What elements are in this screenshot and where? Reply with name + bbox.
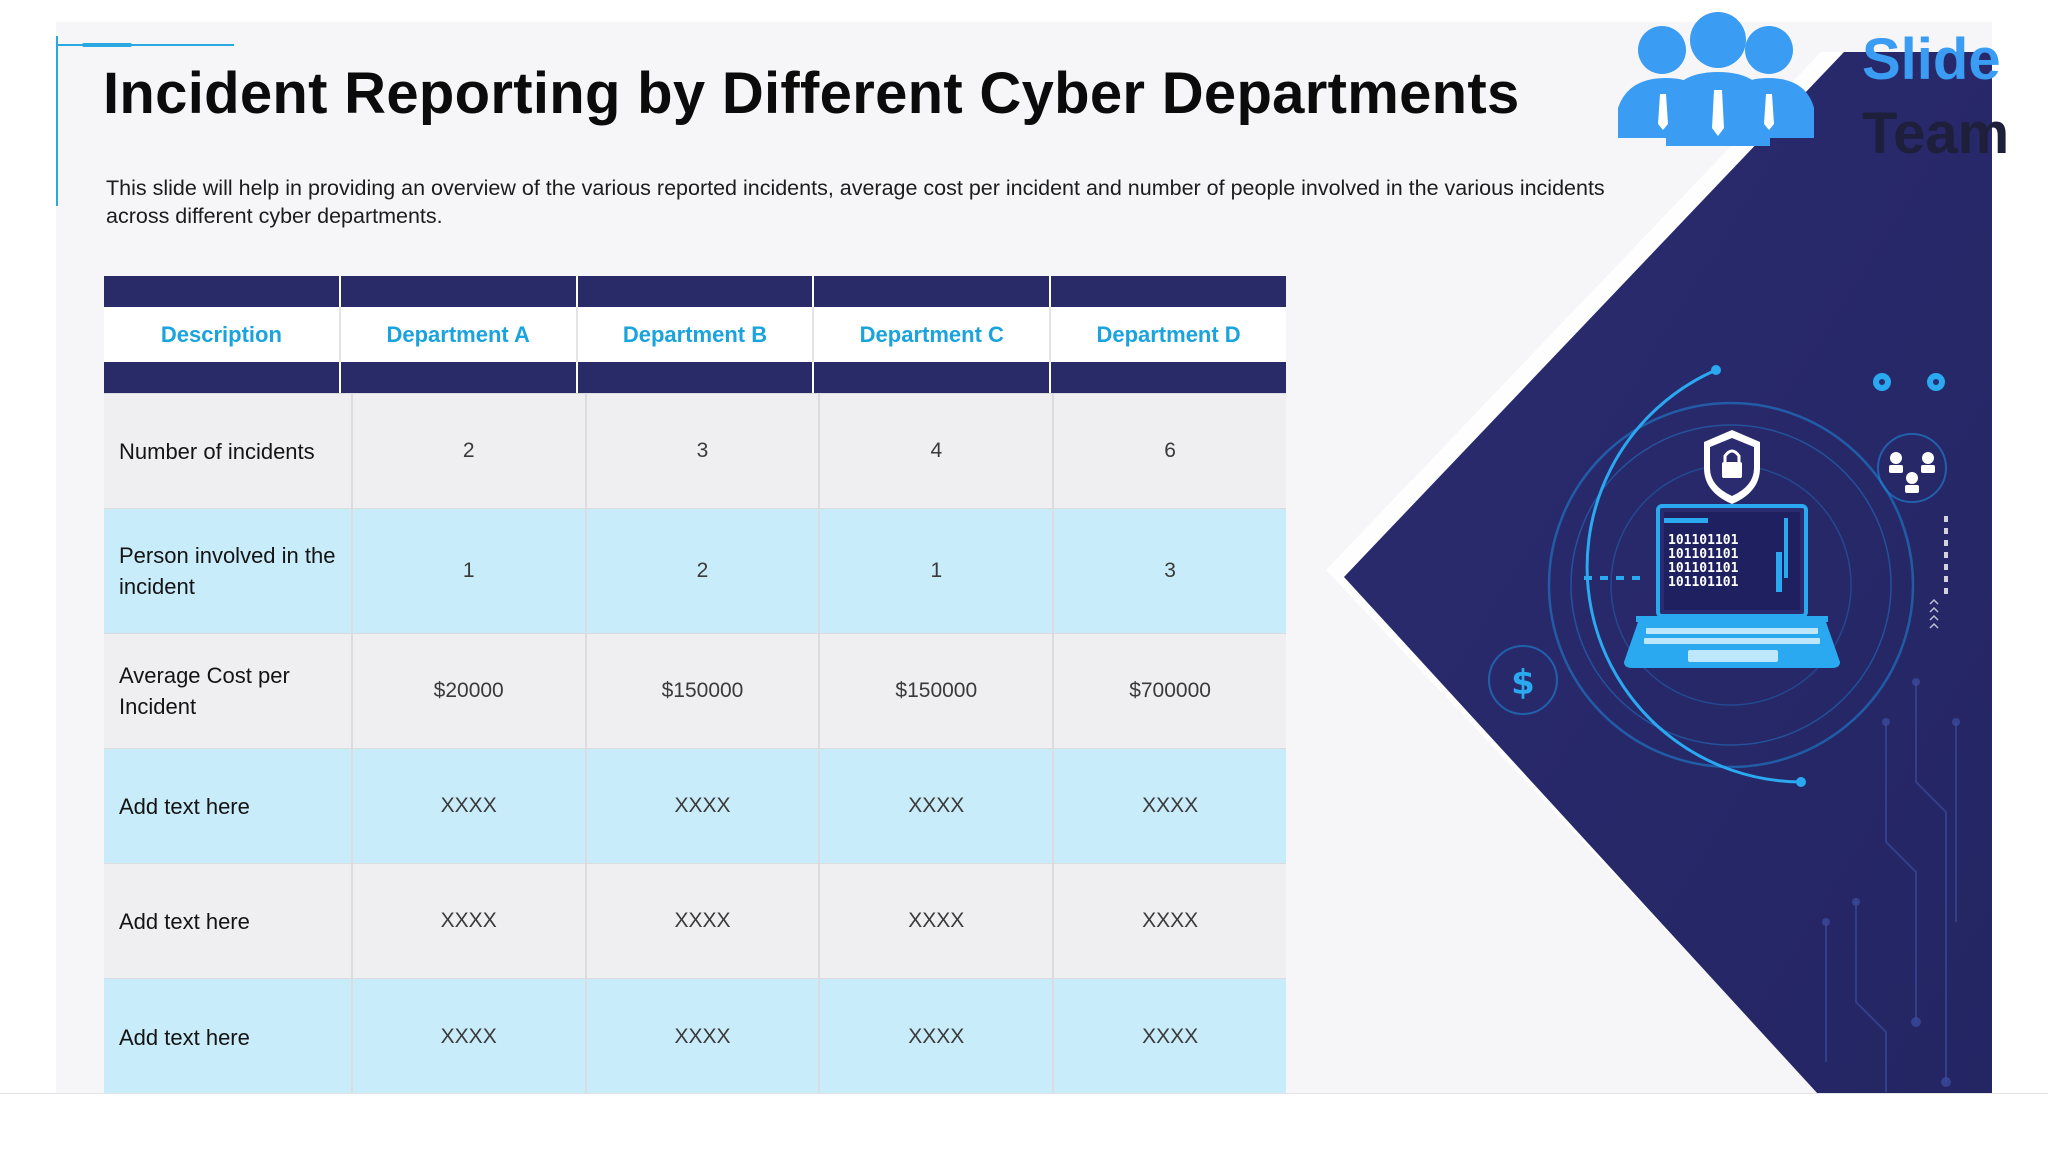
table-row: Person involved in the incident 1 2 1 3 <box>104 508 1286 633</box>
cell-value: XXXX <box>1142 1025 1199 1048</box>
cell-value: 4 <box>820 394 1055 508</box>
incident-table: Description Department A Department B De… <box>104 276 1286 1094</box>
cell-value: XXXX <box>820 749 1055 863</box>
cell-value: 6 <box>1164 439 1176 462</box>
svg-text:101101101: 101101101 <box>1668 575 1739 590</box>
logo-text-team: Team <box>1862 101 2010 166</box>
cell-value: 3 <box>587 394 821 508</box>
slide: Incident Reporting by Different Cyber De… <box>56 22 1992 1094</box>
table-header-band <box>104 362 1286 393</box>
cell-value: XXXX <box>820 979 1055 1094</box>
cell-value: $700000 <box>1129 679 1211 702</box>
table-row: Number of incidents 2 3 4 6 <box>104 393 1286 508</box>
binary-code: 101101101 101101101 101101101 101101101 <box>1668 533 1739 590</box>
cell-value: 2 <box>587 509 821 633</box>
cell-value: XXXX <box>353 749 587 863</box>
header-description: Description <box>104 307 341 362</box>
cell-value: XXXX <box>820 864 1055 978</box>
cell-value: $150000 <box>820 634 1055 748</box>
row-label: Average Cost per Incident <box>104 634 353 748</box>
svg-text:101101101: 101101101 <box>1668 533 1739 548</box>
header-department-a: Department A <box>341 307 578 362</box>
header-department-c: Department C <box>814 307 1052 362</box>
row-label: Add text here <box>104 749 353 863</box>
row-label: Add text here <box>104 864 353 978</box>
accent-line-vertical <box>56 36 58 206</box>
cell-value: XXXX <box>353 979 587 1094</box>
accent-line-highlight <box>82 43 132 47</box>
table-row: Add text here XXXX XXXX XXXX XXXX <box>104 748 1286 863</box>
row-label: Person involved in the incident <box>104 509 353 633</box>
table-top-band <box>104 276 1286 307</box>
header-department-b: Department B <box>578 307 815 362</box>
cell-value: 3 <box>1164 559 1176 582</box>
cell-value: 1 <box>353 509 587 633</box>
logo-text-slide: Slide <box>1862 27 2001 92</box>
dollar-icon: $ <box>1488 645 1558 715</box>
slide-subtitle: This slide will help in providing an ove… <box>106 176 1605 228</box>
table-row: Average Cost per Incident $20000 $150000… <box>104 633 1286 748</box>
slideteam-logo-icon <box>1618 12 1814 146</box>
network-users-icon <box>1877 433 1947 503</box>
cell-value: $20000 <box>353 634 587 748</box>
cell-value: XXXX <box>1142 909 1199 932</box>
cell-value: 2 <box>353 394 587 508</box>
svg-text:$: $ <box>1511 663 1535 703</box>
row-label: Number of incidents <box>104 394 353 508</box>
cell-value: $150000 <box>587 634 821 748</box>
table-header-row: Description Department A Department B De… <box>104 307 1286 362</box>
cell-value: 1 <box>820 509 1055 633</box>
row-label: Add text here <box>104 979 353 1094</box>
header-department-d: Department D <box>1096 321 1241 347</box>
cell-value: XXXX <box>1142 794 1199 817</box>
table-row: Add text here XXXX XXXX XXXX XXXX <box>104 863 1286 978</box>
slide-title: Incident Reporting by Different Cyber De… <box>103 61 1520 126</box>
cell-value: XXXX <box>587 979 821 1094</box>
cell-value: XXXX <box>587 749 821 863</box>
cell-value: XXXX <box>353 864 587 978</box>
gear-icon <box>1873 373 1945 391</box>
table-row: Add text here XXXX XXXX XXXX XXXX <box>104 978 1286 1094</box>
slide-bottom-edge <box>0 1093 2048 1094</box>
laptop-icon <box>1624 504 1840 668</box>
accent-line-horizontal <box>56 44 234 46</box>
cell-value: XXXX <box>587 864 821 978</box>
svg-text:101101101: 101101101 <box>1668 561 1739 576</box>
shield-lock-icon <box>1704 430 1760 504</box>
svg-text:101101101: 101101101 <box>1668 547 1739 562</box>
